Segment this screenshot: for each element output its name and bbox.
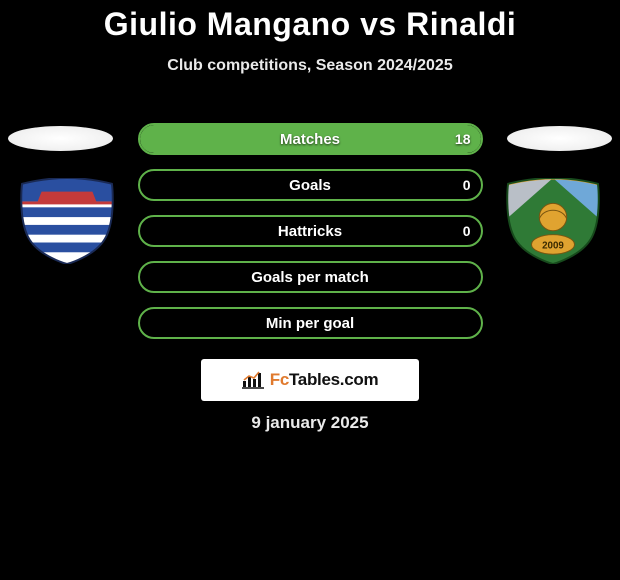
stat-label: Goals — [140, 177, 481, 194]
bar-chart-icon — [242, 371, 264, 389]
page-title: Giulio Mangano vs Rinaldi — [0, 0, 620, 43]
stat-right-value: 0 — [463, 171, 471, 199]
svg-text:2009: 2009 — [542, 240, 564, 251]
watermark-prefix: Fc — [270, 370, 289, 389]
stat-label: Min per goal — [140, 315, 481, 332]
stat-row: Hattricks 0 — [138, 215, 483, 247]
stat-right-value: 18 — [455, 125, 471, 153]
stat-fill — [140, 125, 481, 153]
watermark: FcTables.com — [201, 359, 419, 401]
watermark-rest: Tables.com — [289, 370, 378, 389]
stat-row: Matches 18 — [138, 123, 483, 155]
stat-row: Min per goal — [138, 307, 483, 339]
stat-label: Goals per match — [140, 269, 481, 286]
stat-row: Goals per match — [138, 261, 483, 293]
stats-list: Matches 18 Goals 0 Hattricks 0 Goals per… — [138, 123, 483, 339]
stat-right-value: 0 — [463, 217, 471, 245]
stat-label: Hattricks — [140, 223, 481, 240]
club-badge-right: 2009 — [504, 178, 602, 264]
stat-row: Goals 0 — [138, 169, 483, 201]
player-right-placeholder — [507, 126, 612, 151]
subtitle: Club competitions, Season 2024/2025 — [0, 57, 620, 75]
date: 9 january 2025 — [0, 413, 620, 433]
watermark-text: FcTables.com — [270, 370, 379, 390]
player-left-placeholder — [8, 126, 113, 151]
club-badge-left — [18, 178, 116, 264]
